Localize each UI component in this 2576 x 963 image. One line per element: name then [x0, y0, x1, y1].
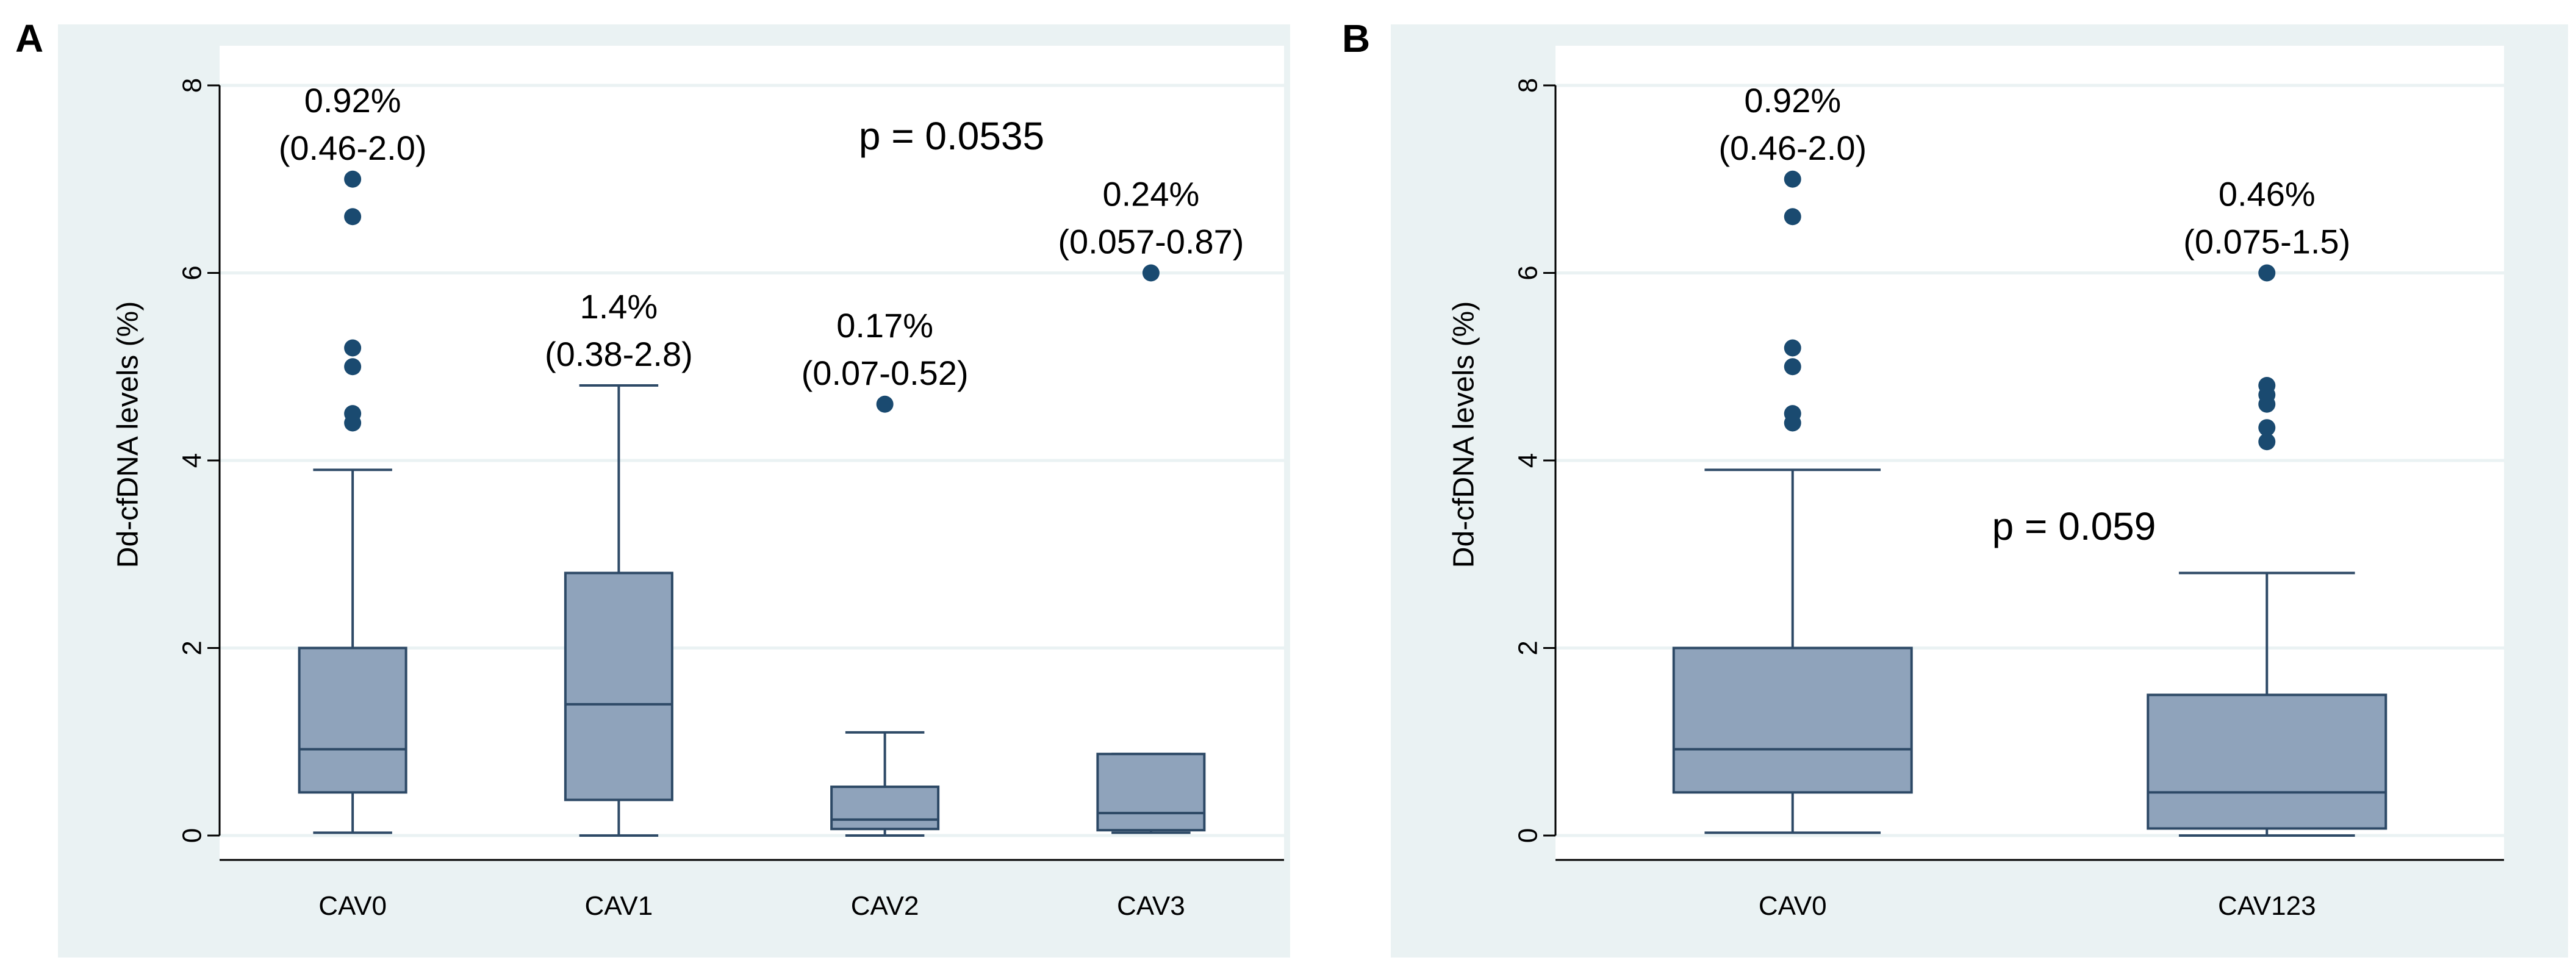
iqr-annotation: (0.46-2.0)	[1718, 129, 1867, 167]
p-value-label: p = 0.0535	[859, 114, 1044, 158]
outlier-point	[2258, 377, 2276, 394]
outlier-point	[876, 395, 894, 413]
box-cav2	[830, 786, 940, 831]
box-cav0	[298, 646, 407, 794]
outlier-point	[1142, 264, 1160, 282]
outlier-point	[344, 170, 362, 188]
iqr-annotation: (0.46-2.0)	[279, 129, 427, 167]
y-tick-label: 0	[1513, 828, 1543, 843]
y-tick-label: 6	[1513, 265, 1543, 280]
outlier-point	[1784, 208, 1801, 226]
outlier-point	[1784, 405, 1801, 423]
median-annotation: 0.17%	[836, 306, 933, 345]
outlier-point	[2258, 264, 2276, 282]
panel-letter: B	[1342, 16, 1370, 60]
box-plot-a: A 0 2 4 6 8 Dd-cfDNA levels (%) CAV0 0.92% (0.46-…	[15, 16, 1290, 958]
box-cav0	[1672, 646, 1913, 794]
median-annotation: 0.24%	[1102, 175, 1199, 213]
category-label: CAV1	[585, 891, 653, 921]
category-label: CAV2	[851, 891, 919, 921]
median-annotation: 0.92%	[304, 81, 401, 120]
box-cav123	[2147, 693, 2388, 830]
y-tick-label: 2	[178, 640, 207, 655]
outlier-point	[2258, 433, 2276, 451]
category-label: CAV3	[1117, 891, 1185, 921]
panel-b: B 0 2 4 6 8 Dd-cfDNA levels (%) CAV0 0.92% (0.46-…	[1342, 0, 2576, 963]
box-cav3	[1096, 753, 1206, 832]
iqr-annotation: (0.07-0.52)	[802, 354, 969, 392]
box-plot-b: B 0 2 4 6 8 Dd-cfDNA levels (%) CAV0 0.92% (0.46-…	[1342, 16, 2568, 958]
outlier-point	[344, 358, 362, 376]
outlier-point	[344, 208, 362, 226]
outlier-point	[2258, 419, 2276, 437]
y-axis-label: Dd-cfDNA levels (%)	[112, 301, 145, 568]
outlier-point	[1784, 170, 1801, 188]
outlier-point	[344, 405, 362, 423]
y-tick-label: 4	[1513, 453, 1543, 468]
panel-a: A 0 2 4 6 8 Dd-cfDNA levels (%) CAV0 0.92% (0.46-…	[15, 16, 1290, 958]
outlier-point	[344, 339, 362, 357]
y-tick-label: 4	[178, 453, 207, 468]
median-annotation: 1.4%	[580, 287, 658, 326]
outlier-point	[1784, 358, 1801, 376]
category-label: CAV0	[318, 891, 387, 921]
panel-letter: A	[15, 16, 43, 60]
category-label: CAV123	[2218, 891, 2316, 921]
iqr-annotation: (0.057-0.87)	[1058, 223, 1244, 261]
median-annotation: 0.92%	[1744, 81, 1841, 120]
y-tick-label: 8	[178, 78, 207, 93]
p-value-label: p = 0.059	[1992, 504, 2156, 548]
box-cav1	[564, 571, 673, 801]
iqr-annotation: (0.38-2.8)	[545, 335, 693, 373]
iqr-annotation: (0.075-1.5)	[2183, 223, 2350, 261]
y-tick-label: 0	[178, 828, 207, 843]
category-label: CAV0	[1759, 891, 1827, 921]
y-tick-label: 2	[1513, 640, 1543, 655]
y-tick-label: 8	[1513, 78, 1543, 93]
y-tick-label: 6	[178, 265, 207, 280]
y-axis-label: Dd-cfDNA levels (%)	[1448, 301, 1480, 568]
median-annotation: 0.46%	[2219, 175, 2316, 213]
outlier-point	[1784, 339, 1801, 357]
